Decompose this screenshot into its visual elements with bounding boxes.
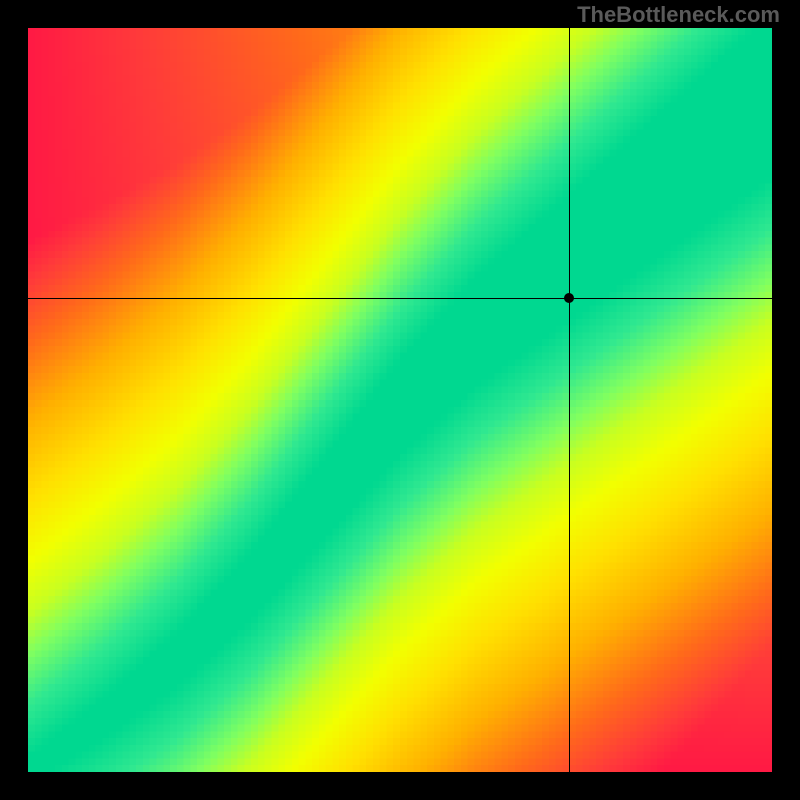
plot-area — [28, 28, 772, 772]
chart-container: TheBottleneck.com — [0, 0, 800, 800]
crosshair-marker — [564, 293, 574, 303]
crosshair-horizontal — [28, 298, 772, 299]
crosshair-vertical — [569, 28, 570, 772]
watermark-text: TheBottleneck.com — [577, 2, 780, 28]
bottleneck-heatmap — [28, 28, 772, 772]
